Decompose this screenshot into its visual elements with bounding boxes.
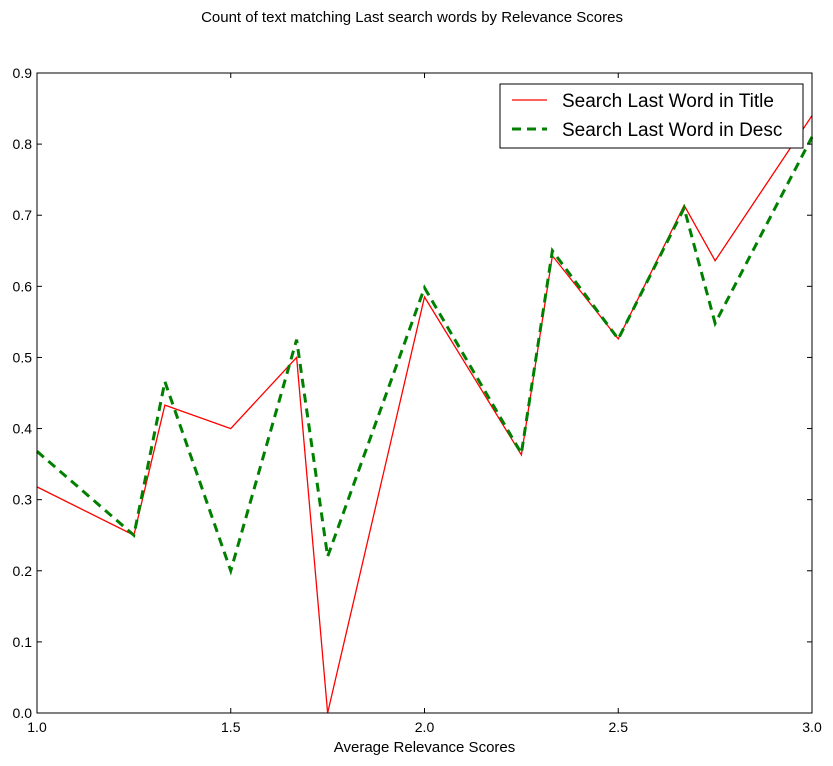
y-tick-label: 0.2	[13, 563, 33, 579]
legend-label-1: Search Last Word in Title	[562, 91, 774, 112]
x-tick-label: 2.5	[609, 719, 629, 735]
chart-title: Count of text matching Last search words…	[201, 9, 623, 26]
y-tick-label: 0.3	[13, 492, 33, 508]
y-tick-label: 0.7	[13, 207, 33, 223]
y-tick-label: 0.8	[13, 136, 33, 152]
y-tick-label: 0.0	[13, 705, 33, 721]
x-axis-label: Average Relevance Scores	[334, 739, 516, 756]
x-tick-label: 1.5	[221, 719, 241, 735]
legend: Search Last Word in Title Search Last Wor…	[499, 83, 804, 149]
axis-ticks: 1.0 1.5 2.0 2.5 3.0 0.0 0.1 0.2 0.3 0.4 0.5 0.6 0.7 0…	[13, 65, 822, 735]
y-tick-label: 0.5	[13, 349, 33, 365]
legend-label-2: Search Last Word in Desc	[562, 120, 782, 141]
plot-area	[36, 115, 814, 714]
y-tick-label: 0.1	[13, 634, 33, 650]
series-line-2	[36, 136, 814, 576]
y-tick-label: 0.4	[13, 421, 33, 437]
x-tick-label: 3.0	[802, 719, 822, 735]
legend-box	[499, 83, 804, 149]
y-tick-label: 0.6	[13, 278, 33, 294]
x-tick-label: 1.0	[27, 719, 47, 735]
x-tick-label: 2.0	[415, 719, 435, 735]
y-tick-label: 0.9	[13, 65, 33, 81]
plot-frame	[36, 72, 813, 714]
